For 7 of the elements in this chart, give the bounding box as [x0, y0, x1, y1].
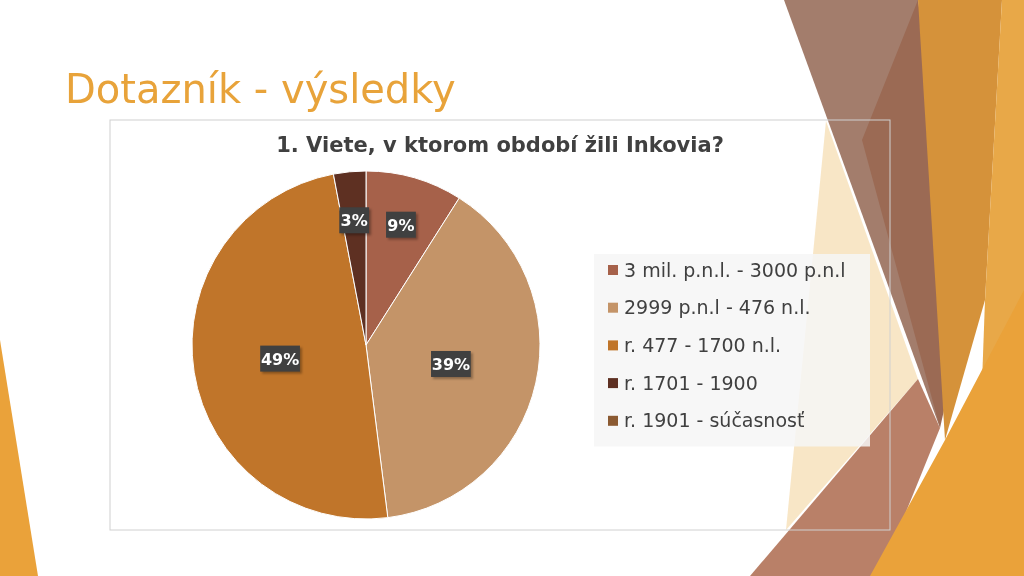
chart-title: Dotazník - výsledky — [65, 66, 456, 112]
legend-label: 2999 p.n.l - 476 n.l. — [624, 296, 811, 319]
legend-label: r. 477 - 1700 n.l. — [624, 333, 782, 356]
legend-label: r. 1701 - 1900 — [624, 371, 758, 394]
legend-label: r. 1901 - súčasnosť — [624, 409, 805, 432]
chart-subtitle: 1. Viete, v ktorom období žili Inkovia? — [276, 133, 724, 157]
legend-label: 3 mil. p.n.l. - 3000 p.n.l — [624, 258, 846, 281]
